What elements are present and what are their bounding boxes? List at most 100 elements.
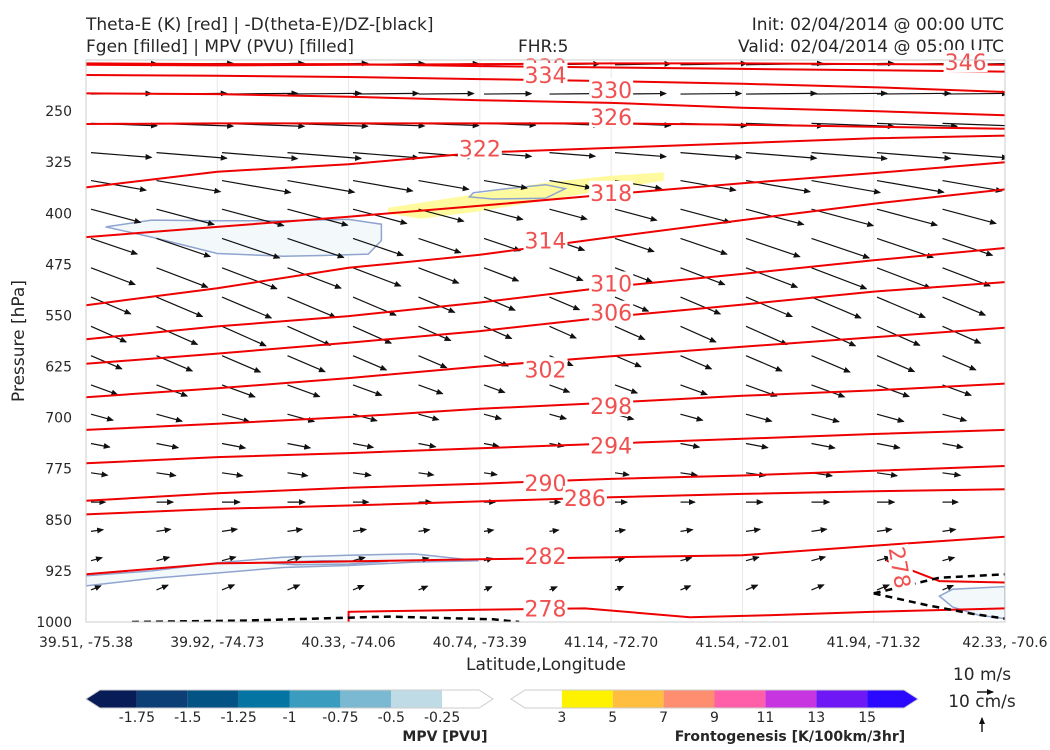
reference-vector-vertical-label: 10 cm/s <box>948 692 1016 712</box>
wind-vector <box>156 555 171 562</box>
contour-label-background <box>589 77 634 100</box>
wind-vector <box>483 586 493 592</box>
x-tick-label: 39.51, -75.38 <box>39 635 133 651</box>
wind-vector <box>287 296 337 319</box>
wind-vector <box>483 442 500 449</box>
colorbar-outline <box>510 689 919 709</box>
theta-e-contour-label: 298 <box>590 395 632 420</box>
theta-e-contour <box>86 382 1005 431</box>
y-tick-label: 775 <box>45 462 72 478</box>
wind-vector <box>287 152 363 161</box>
wind-vector <box>549 325 577 339</box>
colorbar-tick-label: -0.75 <box>322 710 358 726</box>
y-axis-label: Pressure [hPa] <box>9 280 29 402</box>
wind-vector <box>352 384 383 397</box>
frontogenesis-colorbar-title: Frontogenesis [K/100km/3hr] <box>675 729 905 745</box>
contour-label-background <box>523 471 568 494</box>
wind-vector <box>418 527 431 534</box>
wind-vector <box>614 267 653 283</box>
wind-vector <box>90 152 153 160</box>
y-tick-label: 925 <box>45 564 72 580</box>
wind-vector <box>156 267 209 288</box>
wind-vector <box>483 527 495 534</box>
wind-vector <box>418 325 452 342</box>
contour-label-background <box>457 136 502 159</box>
colorbar-tick-label: 15 <box>858 710 876 726</box>
wind-vector <box>942 556 956 562</box>
wind-vector <box>156 442 180 450</box>
colorbar-tick-label: 7 <box>659 710 668 726</box>
wind-vector <box>483 267 520 282</box>
wind-vector <box>614 355 642 368</box>
colorbar-segment <box>136 690 188 708</box>
theta-e-contour-label: 282 <box>525 545 567 570</box>
plot-frame <box>85 59 1006 623</box>
x-tick-label: 39.92, -74.73 <box>170 635 264 651</box>
wind-vector <box>614 325 646 341</box>
contour-label-background <box>523 228 568 251</box>
wind-vector <box>811 413 840 424</box>
wind-vector <box>549 296 581 311</box>
y-tick-label: 1000 <box>36 615 72 631</box>
wind-vector <box>90 325 128 343</box>
wind-vector <box>876 90 952 97</box>
wind-vector <box>680 384 708 396</box>
colorbar-tick-label: -1.5 <box>174 710 201 726</box>
wind-vector <box>549 413 568 421</box>
wind-vector <box>680 355 713 370</box>
reference-vector-horizontal-label: 10 m/s <box>953 665 1011 685</box>
wind-vector <box>90 471 109 478</box>
wind-vector <box>876 267 932 289</box>
wind-vector <box>352 413 378 423</box>
wind-vector <box>221 179 292 195</box>
wind-vector <box>418 413 440 422</box>
colorbar-tick-label: 3 <box>557 710 566 726</box>
wind-vector <box>221 527 239 534</box>
wind-vector <box>90 556 103 563</box>
wind-vector <box>811 584 825 591</box>
wind-vector <box>156 471 177 478</box>
colorbar-tick-label: -1.75 <box>119 710 155 726</box>
wind-vector <box>680 471 699 478</box>
wind-vector <box>90 442 111 449</box>
wind-vector <box>680 585 692 591</box>
wind-vector <box>287 584 301 591</box>
mpv-contour <box>467 183 568 200</box>
wind-vector <box>942 471 962 478</box>
wind-vector <box>614 152 667 160</box>
theta-e-contour <box>86 428 1005 465</box>
dthetae-dz-contour <box>873 592 1005 620</box>
valid-time: Valid: 02/04/2014 @ 05:00 UTC <box>738 37 1004 57</box>
wind-vector <box>156 208 215 226</box>
colorbar-tick-label: -1.25 <box>221 710 257 726</box>
wind-vector <box>549 384 571 393</box>
wind-vector <box>942 122 1005 127</box>
wind-vector <box>745 296 794 318</box>
chart-title-line2: Fgen [filled] | MPV (PVU) [filled] <box>86 37 355 57</box>
wind-vector <box>352 584 365 591</box>
wind-vector <box>352 556 366 562</box>
wind-vector <box>811 442 836 450</box>
wind-vector <box>221 296 273 319</box>
wind-vector <box>614 237 655 253</box>
wind-vector <box>287 237 345 259</box>
colorbar-tick-label: 5 <box>608 710 617 726</box>
wind-vector <box>418 90 475 97</box>
y-tick-label: 250 <box>45 104 72 120</box>
wind-vector <box>221 442 247 450</box>
colorbar-segment <box>391 690 443 708</box>
wind-vector <box>156 527 172 534</box>
wind-vector <box>680 90 743 97</box>
theta-e-contour-label: 286 <box>564 487 606 512</box>
theta-e-contour-label: 330 <box>590 79 632 104</box>
wind-vector <box>352 152 420 161</box>
wind-vector <box>942 179 1003 193</box>
wind-vector <box>811 90 888 97</box>
wind-vector <box>811 237 871 259</box>
wind-vector <box>680 267 726 286</box>
contour-label-background <box>589 433 634 456</box>
wind-vector <box>90 527 105 534</box>
wind-vector <box>745 442 769 450</box>
wind-vector <box>745 267 799 288</box>
